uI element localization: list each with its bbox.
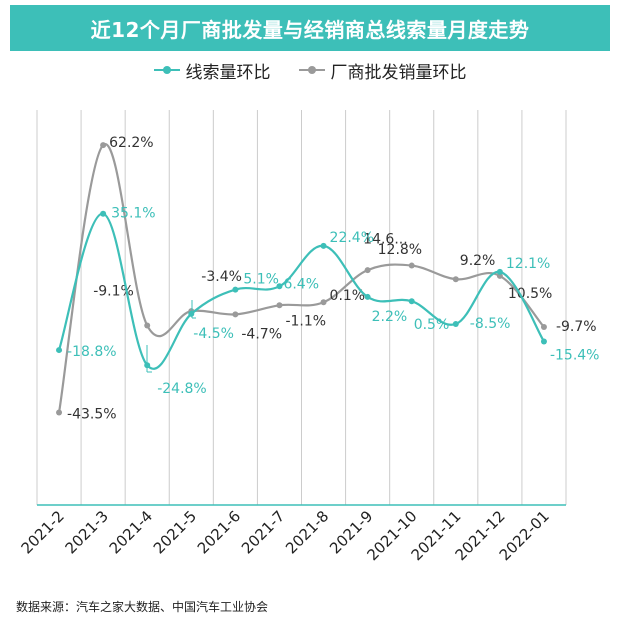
legend-item-wholesale: 厂商批发销量环比: [298, 58, 467, 83]
data-point: [276, 302, 283, 309]
data-point: [232, 286, 239, 293]
data-point: [364, 293, 371, 300]
data-label: 10.5%: [508, 286, 552, 302]
data-label: 14.6...: [363, 232, 408, 248]
data-point: [540, 338, 547, 345]
data-label: 0.5%: [414, 317, 450, 333]
data-point: [408, 298, 415, 305]
data-point: [452, 276, 459, 283]
data-point: [364, 267, 371, 274]
x-tick-label: 2021-4: [106, 507, 156, 557]
data-label: -9.1%: [93, 284, 134, 300]
data-label: -3.4%: [201, 269, 242, 285]
chart-title: 近12个月厂商批发量与经销商总线索量月度走势: [10, 5, 610, 51]
data-label: -15.4%: [550, 347, 600, 363]
data-label: 9.2%: [460, 253, 496, 269]
data-label: -4.5%: [193, 326, 234, 342]
legend-label-wholesale: 厂商批发销量环比: [330, 62, 467, 83]
x-tick-label: 2021-2: [18, 507, 68, 557]
x-tick-label: 2021-5: [150, 507, 200, 557]
data-label: 6.4%: [283, 276, 319, 292]
legend-item-leads: 线索量环比: [153, 58, 271, 83]
data-point: [100, 210, 107, 217]
x-tick-label: 2021-8: [282, 507, 332, 557]
data-point: [320, 299, 327, 306]
data-point: [496, 268, 503, 275]
data-label: 22.4%: [330, 230, 374, 246]
data-label: 12.1%: [506, 256, 550, 272]
data-label: -43.5%: [67, 407, 117, 423]
data-label: 5.1%: [243, 272, 279, 288]
data-point: [100, 142, 107, 149]
legend-swatch-wholesale: [298, 65, 325, 75]
data-label: 62.2%: [109, 135, 153, 151]
data-label: -8.5%: [470, 316, 511, 332]
data-label: -18.8%: [67, 344, 117, 360]
x-tick-label: 2021-3: [62, 507, 112, 557]
legend-swatch-leads: [153, 65, 180, 75]
data-point: [276, 283, 283, 290]
data-point: [408, 262, 415, 269]
x-tick-label: 2021-6: [194, 507, 244, 557]
data-point: [540, 324, 547, 331]
data-label: 35.1%: [111, 206, 155, 222]
data-point: [144, 322, 151, 329]
data-label: 12.8%: [378, 242, 422, 258]
legend-label-leads: 线索量环比: [185, 62, 271, 83]
data-label: 2.2%: [372, 309, 408, 325]
data-label: -24.8%: [157, 381, 207, 397]
legend: 线索量环比 厂商批发销量环比: [0, 58, 620, 83]
data-point: [320, 242, 327, 249]
x-tick-label: 2021-7: [238, 507, 288, 557]
data-label: -4.7%: [241, 326, 282, 342]
data-point: [188, 310, 195, 317]
data-label: 0.1%: [330, 288, 366, 304]
data-label: -1.1%: [285, 313, 326, 329]
data-point: [56, 409, 63, 416]
data-label: -9.7%: [556, 319, 597, 335]
data-point: [232, 311, 239, 318]
data-point: [452, 321, 459, 328]
data-point: [56, 347, 63, 354]
data-source-note: 数据来源：汽车之家大数据、中国汽车工业协会: [16, 600, 269, 614]
